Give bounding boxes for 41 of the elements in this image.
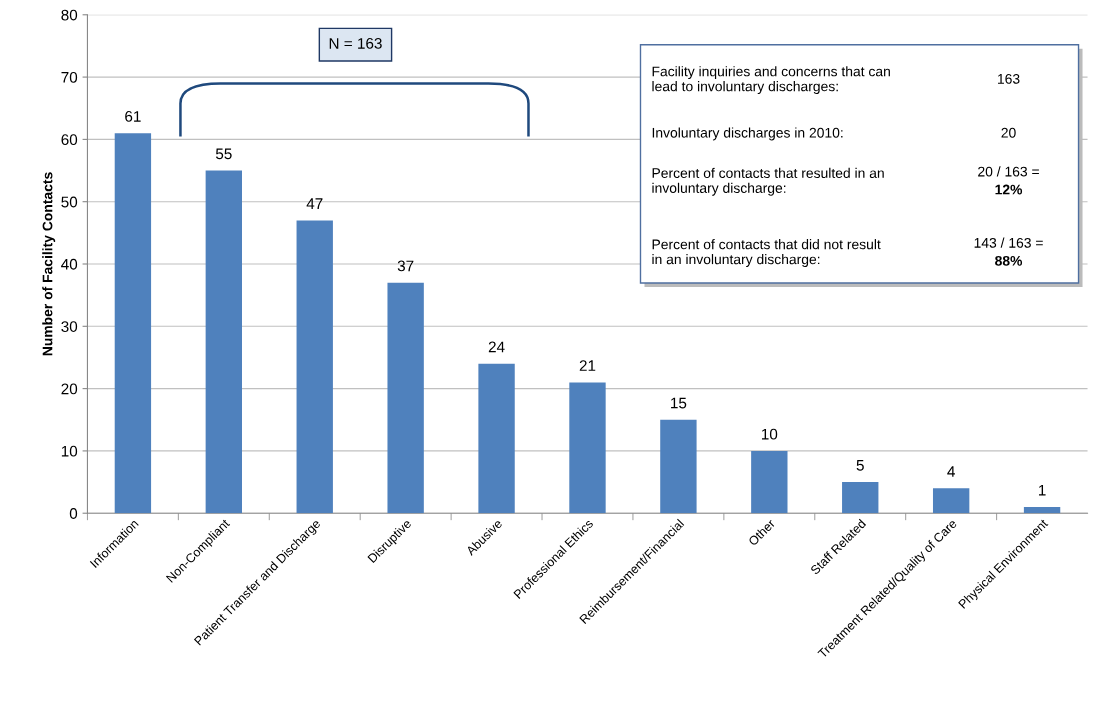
data-label: 5: [856, 460, 864, 471]
bar: [205, 170, 242, 514]
y-tick-label: 0: [69, 508, 78, 519]
y-tick-label: 70: [61, 71, 78, 83]
annotation: 20: [1001, 127, 1016, 138]
data-label: 15: [671, 397, 687, 409]
y-tick-label: 60: [61, 134, 78, 146]
annotation: 143 / 163 = 88%: [974, 237, 1043, 266]
annotation: 163: [998, 73, 1020, 84]
annotation: Involuntary discharges in 2010:: [652, 127, 843, 141]
y-tick-label: 50: [61, 196, 78, 208]
bar: [1023, 506, 1061, 514]
bar: [751, 450, 788, 514]
bar: [114, 133, 152, 514]
y-tick-label: 20: [61, 383, 78, 395]
bar: [569, 382, 606, 514]
annotation: 20 / 163 = 12%: [978, 166, 1039, 195]
data-label: 47: [306, 198, 323, 209]
annotation: N = 163: [329, 37, 382, 49]
annotation: Facility inquiries and concerns that can lead to involuntary discharges:: [652, 66, 890, 95]
data-label: 10: [761, 428, 778, 440]
data-label: 61: [125, 110, 141, 122]
bar: [842, 482, 879, 514]
data-label: 24: [488, 341, 505, 353]
bar: [932, 488, 970, 514]
bar: [387, 282, 424, 514]
y-tick-label: 40: [61, 258, 78, 270]
data-label: 1: [1038, 484, 1046, 496]
data-label: 21: [579, 360, 596, 371]
y-tick-label: 10: [61, 445, 78, 457]
data-label: 4: [947, 466, 955, 477]
bar: [660, 419, 697, 514]
data-label: 37: [397, 260, 414, 272]
bar: [296, 220, 333, 514]
y-tick-label: 30: [61, 321, 78, 332]
annotation: Percent of contacts that did not result in an involuntary discharge:: [652, 239, 881, 267]
bar: [478, 363, 515, 514]
y-tick-label: 80: [61, 9, 78, 21]
data-label: 55: [215, 148, 232, 160]
annotation: Percent of contacts that resulted in an involuntary discharge:: [652, 167, 884, 196]
y-axis-title: Number of Facility Contacts: [42, 172, 56, 356]
